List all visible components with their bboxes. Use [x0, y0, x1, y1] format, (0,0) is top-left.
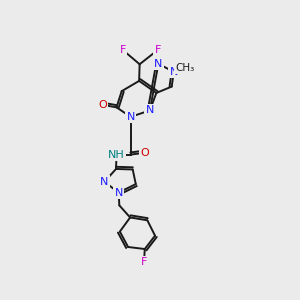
Text: F: F	[141, 257, 147, 267]
Text: N: N	[169, 67, 178, 77]
Text: N: N	[146, 105, 154, 116]
Text: F: F	[154, 45, 161, 55]
Text: N: N	[127, 112, 135, 122]
Text: N: N	[154, 59, 163, 69]
Text: NH: NH	[108, 150, 125, 160]
Text: O: O	[140, 148, 149, 158]
Text: F: F	[120, 45, 126, 55]
Text: N: N	[100, 177, 109, 187]
Text: CH₃: CH₃	[175, 63, 194, 73]
Text: N: N	[114, 188, 123, 198]
Text: O: O	[98, 100, 107, 110]
